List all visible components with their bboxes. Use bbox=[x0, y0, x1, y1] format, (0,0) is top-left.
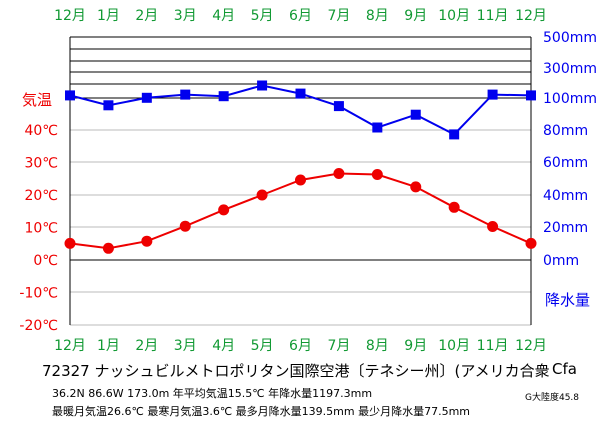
precipitation-tick-label: 40mm bbox=[543, 188, 588, 204]
station-stats: 36.2N 86.6W 173.0m 年平均気温15.5℃ 年降水量1197.3… bbox=[52, 387, 373, 400]
precipitation-point bbox=[295, 88, 306, 99]
precipitation-tick-label: 0mm bbox=[543, 253, 579, 269]
precipitation-tick-label: 80mm bbox=[543, 123, 588, 139]
precipitation-axis-label: 降水量 bbox=[545, 291, 590, 309]
precipitation-point bbox=[65, 90, 75, 101]
temperature-point bbox=[525, 237, 537, 249]
top-month-label: 6月 bbox=[289, 8, 312, 24]
bottom-month-label: 12月 bbox=[54, 338, 86, 354]
precipitation-point bbox=[103, 100, 114, 111]
bottom-month-label: 9月 bbox=[404, 338, 427, 354]
precipitation-tick-label: 500mm bbox=[543, 30, 597, 46]
precipitation-axis-ticks: 500mm 300mm 100mm 80mm 60mm 40mm 20mm 0mm bbox=[543, 30, 597, 269]
precipitation-point bbox=[526, 90, 536, 101]
temperature-tick-label: 0℃ bbox=[33, 253, 58, 269]
top-month-label: 5月 bbox=[251, 8, 274, 24]
station-extremes: 最暖月気温26.6℃ 最寒月気温3.6℃ 最多月降水量139.5mm 最少月降水… bbox=[52, 405, 471, 418]
temperature-series bbox=[64, 168, 537, 254]
top-month-label: 1月 bbox=[97, 8, 120, 24]
top-month-label: 8月 bbox=[366, 8, 389, 24]
temperature-point bbox=[333, 168, 345, 179]
temperature-axis-ticks: 40℃ 30℃ 20℃ 10℃ 0℃ -10℃ -20℃ bbox=[19, 123, 58, 334]
bottom-month-label: 3月 bbox=[174, 338, 197, 354]
precipitation-series bbox=[65, 80, 536, 140]
bottom-month-label: 8月 bbox=[366, 338, 389, 354]
temperature-tick-label: -10℃ bbox=[19, 286, 58, 302]
precipitation-point bbox=[257, 80, 268, 91]
temperature-axis-label: 気温 bbox=[22, 91, 52, 109]
precipitation-point bbox=[333, 101, 344, 112]
temperature-tick-label: -20℃ bbox=[19, 318, 58, 334]
temperature-point bbox=[141, 235, 153, 247]
bottom-month-label: 11月 bbox=[477, 338, 509, 354]
precipitation-point bbox=[141, 92, 152, 103]
precipitation-tick-label: 60mm bbox=[543, 155, 588, 171]
continentality: G大陸度45.8 bbox=[525, 393, 580, 403]
temperature-point bbox=[295, 174, 306, 186]
temperature-point bbox=[410, 181, 422, 193]
top-month-label: 10月 bbox=[438, 8, 470, 24]
precipitation-tick-label: 100mm bbox=[543, 91, 597, 107]
station-title: 72327 ナッシュビルメトロポリタン国際空港〔テネシー州〕(アメリカ合衆 bbox=[42, 362, 550, 380]
bottom-month-label: 4月 bbox=[212, 338, 235, 354]
temperature-tick-label: 40℃ bbox=[24, 123, 58, 139]
bottom-month-labels: 12月 1月 2月 3月 4月 5月 6月 7月 8月 9月 10月 11月 12月 bbox=[54, 338, 547, 354]
top-month-label: 11月 bbox=[477, 8, 509, 24]
temperature-point bbox=[218, 204, 230, 216]
temperature-point bbox=[64, 237, 76, 249]
bottom-month-label: 2月 bbox=[135, 338, 158, 354]
temperature-point bbox=[487, 221, 499, 232]
climate-class: Cfa bbox=[552, 360, 577, 378]
precipitation-tick-label: 20mm bbox=[543, 220, 588, 236]
precipitation-point bbox=[449, 129, 460, 140]
temperature-point bbox=[102, 242, 114, 254]
top-month-label: 12月 bbox=[54, 8, 86, 24]
bottom-month-label: 1月 bbox=[97, 338, 120, 354]
top-month-label: 4月 bbox=[212, 8, 235, 24]
precipitation-point bbox=[180, 89, 191, 100]
bottom-month-label: 6月 bbox=[289, 338, 312, 354]
bottom-month-label: 10月 bbox=[438, 338, 470, 354]
temperature-tick-label: 10℃ bbox=[24, 221, 58, 237]
top-month-labels: 12月 1月 2月 3月 4月 5月 6月 7月 8月 9月 10月 11月 12月 bbox=[54, 8, 547, 24]
temperature-point bbox=[179, 220, 191, 232]
temperature-tick-label: 20℃ bbox=[24, 188, 58, 204]
precipitation-tick-label: 300mm bbox=[543, 61, 597, 77]
temperature-point bbox=[448, 201, 460, 213]
precipitation-point bbox=[218, 91, 229, 102]
bottom-month-label: 12月 bbox=[515, 338, 547, 354]
temperature-point bbox=[256, 189, 268, 201]
bottom-month-label: 5月 bbox=[251, 338, 274, 354]
top-month-label: 12月 bbox=[515, 8, 547, 24]
temperature-point bbox=[371, 169, 383, 180]
temperature-tick-label: 30℃ bbox=[24, 156, 58, 172]
bottom-month-label: 7月 bbox=[327, 338, 350, 354]
top-month-label: 3月 bbox=[174, 8, 197, 24]
top-month-label: 9月 bbox=[404, 8, 427, 24]
top-month-label: 7月 bbox=[327, 8, 350, 24]
precipitation-point bbox=[410, 109, 421, 120]
precipitation-point bbox=[487, 89, 498, 100]
top-month-label: 2月 bbox=[135, 8, 158, 24]
precipitation-point bbox=[372, 122, 383, 133]
